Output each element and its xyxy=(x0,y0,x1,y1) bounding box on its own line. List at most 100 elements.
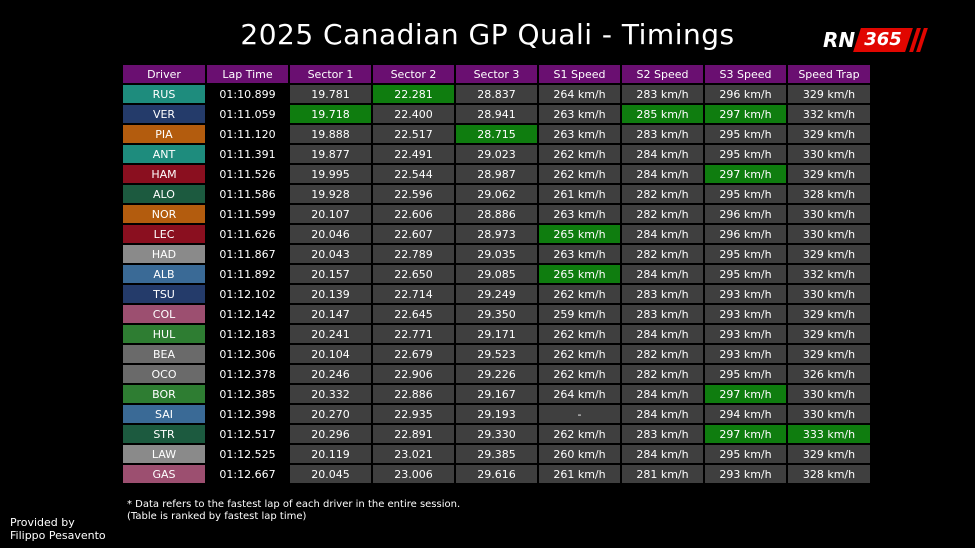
lap-time-cell: 01:12.378 xyxy=(207,365,288,383)
table-cell: 295 km/h xyxy=(705,245,786,263)
table-row: STR 01:12.517 20.296 22.891 29.330 262 km/h 28… xyxy=(123,425,870,443)
table-header-row: Driver Lap Time Sector 1 Sector 2 Sector 3 S1… xyxy=(123,65,870,83)
table-cell: 19.877 xyxy=(290,145,371,163)
table-cell: 297 km/h xyxy=(705,105,786,123)
table-cell: 22.650 xyxy=(373,265,454,283)
driver-cell: VER xyxy=(123,105,205,123)
rn365-logo: RN 365 xyxy=(823,26,928,54)
table-cell: 22.544 xyxy=(373,165,454,183)
table-cell: 20.246 xyxy=(290,365,371,383)
table-cell: 22.400 xyxy=(373,105,454,123)
table-cell: 329 km/h xyxy=(788,305,870,323)
lap-time-cell: 01:11.120 xyxy=(207,125,288,143)
table-cell: 284 km/h xyxy=(622,325,703,343)
table-cell: 265 km/h xyxy=(539,225,620,243)
table-cell: 22.281 xyxy=(373,85,454,103)
table-cell: 284 km/h xyxy=(622,405,703,423)
table-cell: 22.935 xyxy=(373,405,454,423)
table-cell: 20.045 xyxy=(290,465,371,483)
column-header: Sector 1 xyxy=(290,65,371,83)
table-cell: 295 km/h xyxy=(705,145,786,163)
lap-time-cell: 01:12.667 xyxy=(207,465,288,483)
table-cell: 22.789 xyxy=(373,245,454,263)
table-cell: 295 km/h xyxy=(705,185,786,203)
table-cell: 263 km/h xyxy=(539,125,620,143)
column-header: Speed Trap xyxy=(788,65,870,83)
table-cell: 20.139 xyxy=(290,285,371,303)
table-cell: 29.385 xyxy=(456,445,537,463)
table-row: COL 01:12.142 20.147 22.645 29.350 259 km/h 28… xyxy=(123,305,870,323)
table-cell: 296 km/h xyxy=(705,85,786,103)
table-cell: 330 km/h xyxy=(788,145,870,163)
table-cell: 22.906 xyxy=(373,365,454,383)
lap-time-cell: 01:11.391 xyxy=(207,145,288,163)
driver-cell: PIA xyxy=(123,125,205,143)
table-cell: 22.714 xyxy=(373,285,454,303)
timings-table: Driver Lap Time Sector 1 Sector 2 Sector 3 S1… xyxy=(121,63,872,485)
table-cell: - xyxy=(539,405,620,423)
table-cell: 284 km/h xyxy=(622,265,703,283)
driver-cell: ALB xyxy=(123,265,205,283)
table-cell: 262 km/h xyxy=(539,345,620,363)
column-header: S3 Speed xyxy=(705,65,786,83)
table-row: SAI 01:12.398 20.270 22.935 29.193-284 km/h 2… xyxy=(123,405,870,423)
table-cell: 293 km/h xyxy=(705,345,786,363)
table-cell: 293 km/h xyxy=(705,285,786,303)
table-row: VER 01:11.059 19.718 22.400 28.941 263 km/h 28… xyxy=(123,105,870,123)
table-cell: 28.837 xyxy=(456,85,537,103)
table-cell: 22.891 xyxy=(373,425,454,443)
table-cell: 22.491 xyxy=(373,145,454,163)
table-cell: 282 km/h xyxy=(622,205,703,223)
lap-time-cell: 01:12.525 xyxy=(207,445,288,463)
driver-cell: BOR xyxy=(123,385,205,403)
lap-time-cell: 01:12.142 xyxy=(207,305,288,323)
lap-time-cell: 01:11.867 xyxy=(207,245,288,263)
footnote-line-1: * Data refers to the fastest lap of each… xyxy=(127,499,461,510)
driver-cell: LEC xyxy=(123,225,205,243)
driver-cell: ALO xyxy=(123,185,205,203)
table-cell: 282 km/h xyxy=(622,345,703,363)
table-cell: 29.616 xyxy=(456,465,537,483)
table-cell: 20.147 xyxy=(290,305,371,323)
table-cell: 28.973 xyxy=(456,225,537,243)
table-row: TSU 01:12.102 20.139 22.714 29.249 262 km/h 28… xyxy=(123,285,870,303)
table-cell: 261 km/h xyxy=(539,465,620,483)
table-cell: 332 km/h xyxy=(788,265,870,283)
table-cell: 22.679 xyxy=(373,345,454,363)
column-header: Sector 2 xyxy=(373,65,454,83)
table-cell: 330 km/h xyxy=(788,385,870,403)
table-cell: 284 km/h xyxy=(622,145,703,163)
footnote-line-2: (Table is ranked by fastest lap time) xyxy=(127,511,307,522)
table-cell: 329 km/h xyxy=(788,85,870,103)
column-header: Lap Time xyxy=(207,65,288,83)
table-cell: 293 km/h xyxy=(705,305,786,323)
table-body: RUS 01:10.899 19.781 22.281 28.837 264 km/h 28… xyxy=(123,85,870,483)
table-cell: 295 km/h xyxy=(705,265,786,283)
table-cell: 294 km/h xyxy=(705,405,786,423)
table-row: HAM 01:11.526 19.995 22.544 28.987 262 km/h 28… xyxy=(123,165,870,183)
lap-time-cell: 01:12.517 xyxy=(207,425,288,443)
table-cell: 328 km/h xyxy=(788,465,870,483)
table-cell: 282 km/h xyxy=(622,185,703,203)
table-row: RUS 01:10.899 19.781 22.281 28.837 264 km/h 28… xyxy=(123,85,870,103)
table-cell: 265 km/h xyxy=(539,265,620,283)
table-cell: 295 km/h xyxy=(705,445,786,463)
driver-cell: OCO xyxy=(123,365,205,383)
table-cell: 283 km/h xyxy=(622,85,703,103)
table-cell: 20.241 xyxy=(290,325,371,343)
table-cell: 29.035 xyxy=(456,245,537,263)
table-cell: 20.332 xyxy=(290,385,371,403)
table-cell: 262 km/h xyxy=(539,425,620,443)
lap-time-cell: 01:11.526 xyxy=(207,165,288,183)
driver-cell: RUS xyxy=(123,85,205,103)
table-row: ALB 01:11.892 20.157 22.650 29.085 265 km/h 28… xyxy=(123,265,870,283)
table-cell: 22.645 xyxy=(373,305,454,323)
table-cell: 29.226 xyxy=(456,365,537,383)
lap-time-cell: 01:12.306 xyxy=(207,345,288,363)
column-header: Sector 3 xyxy=(456,65,537,83)
table-cell: 20.107 xyxy=(290,205,371,223)
lap-time-cell: 01:11.586 xyxy=(207,185,288,203)
column-header: Driver xyxy=(123,65,205,83)
table-cell: 20.296 xyxy=(290,425,371,443)
driver-cell: SAI xyxy=(123,405,205,423)
